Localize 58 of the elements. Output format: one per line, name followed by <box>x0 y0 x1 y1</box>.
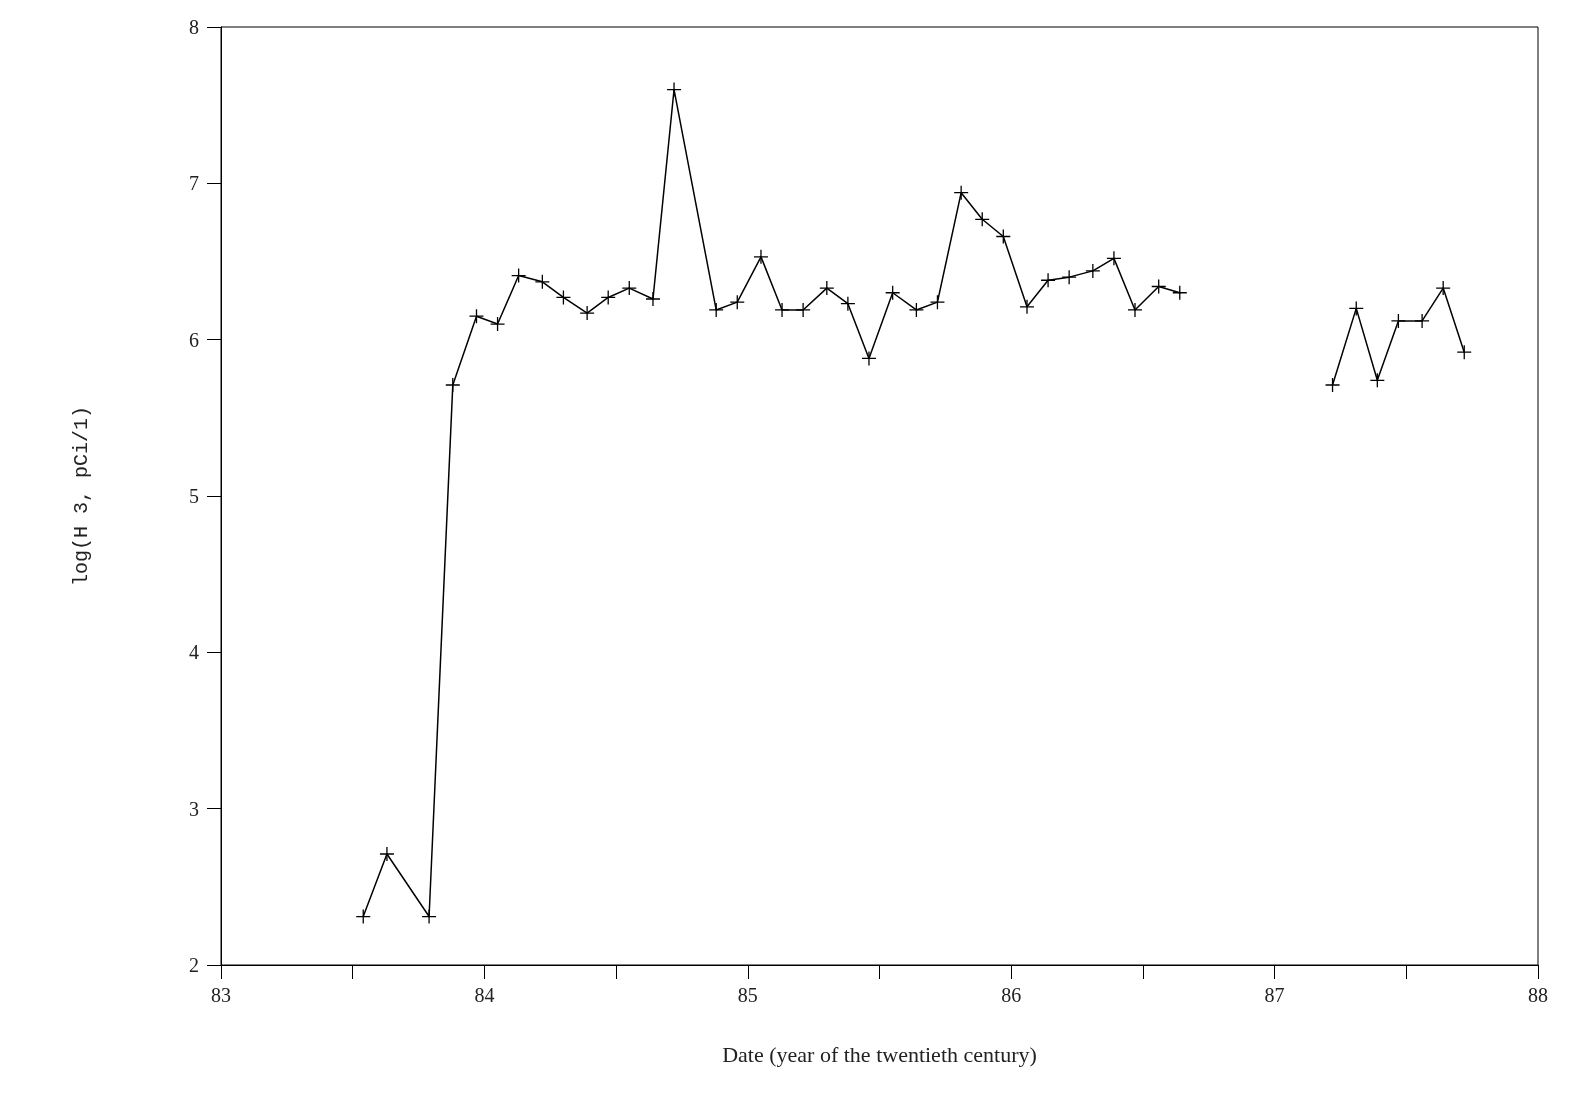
point <box>1390 313 1407 329</box>
point <box>1151 278 1167 295</box>
point <box>468 308 485 324</box>
point <box>1172 285 1188 301</box>
y-tick-label: 6 <box>189 328 199 351</box>
point <box>600 289 616 306</box>
x-axis-title: Date (year of the twentieth century) <box>722 1041 1037 1067</box>
point <box>445 377 461 393</box>
point <box>621 280 637 296</box>
point <box>1019 299 1035 315</box>
point <box>953 185 969 201</box>
point <box>421 908 437 925</box>
point <box>929 294 946 310</box>
point <box>1348 300 1364 317</box>
point <box>1369 372 1385 388</box>
point <box>645 291 661 307</box>
point <box>666 81 682 98</box>
point <box>534 274 550 290</box>
point <box>729 294 745 310</box>
y-tick-label: 7 <box>189 172 199 195</box>
y-tick-label: 3 <box>189 797 199 820</box>
y-tick-label: 2 <box>189 954 199 976</box>
point <box>1414 313 1430 329</box>
x-tick-label: 84 <box>474 984 495 1006</box>
point <box>795 302 811 318</box>
point <box>1456 344 1472 360</box>
point <box>974 211 990 227</box>
point <box>1040 272 1056 288</box>
y-axis-title: log(H 3, pCi/1) <box>69 405 93 587</box>
x-tick-label: 87 <box>1264 984 1285 1006</box>
point <box>995 228 1011 245</box>
point <box>379 846 395 862</box>
point <box>819 280 835 296</box>
x-tick-label: 85 <box>737 984 758 1006</box>
y-tick-label: 8 <box>189 16 199 38</box>
x-tick-label: 83 <box>211 984 231 1006</box>
point <box>753 249 769 265</box>
point <box>1061 269 1077 285</box>
point <box>708 302 724 318</box>
point <box>1106 250 1122 267</box>
point <box>885 285 901 301</box>
point <box>1435 280 1451 296</box>
point <box>908 302 925 318</box>
point <box>1127 302 1143 318</box>
point <box>510 267 527 284</box>
point <box>1085 263 1101 279</box>
y-tick-label: 5 <box>189 485 199 507</box>
point <box>355 908 371 925</box>
point <box>774 302 790 318</box>
point <box>840 296 856 312</box>
x-tick-label: 86 <box>1001 984 1022 1006</box>
point <box>1324 377 1341 393</box>
point <box>579 305 595 321</box>
x-tick-label: 88 <box>1528 984 1548 1006</box>
point <box>555 289 572 306</box>
point <box>861 350 877 367</box>
y-tick-label: 4 <box>189 641 199 664</box>
point <box>489 316 506 332</box>
